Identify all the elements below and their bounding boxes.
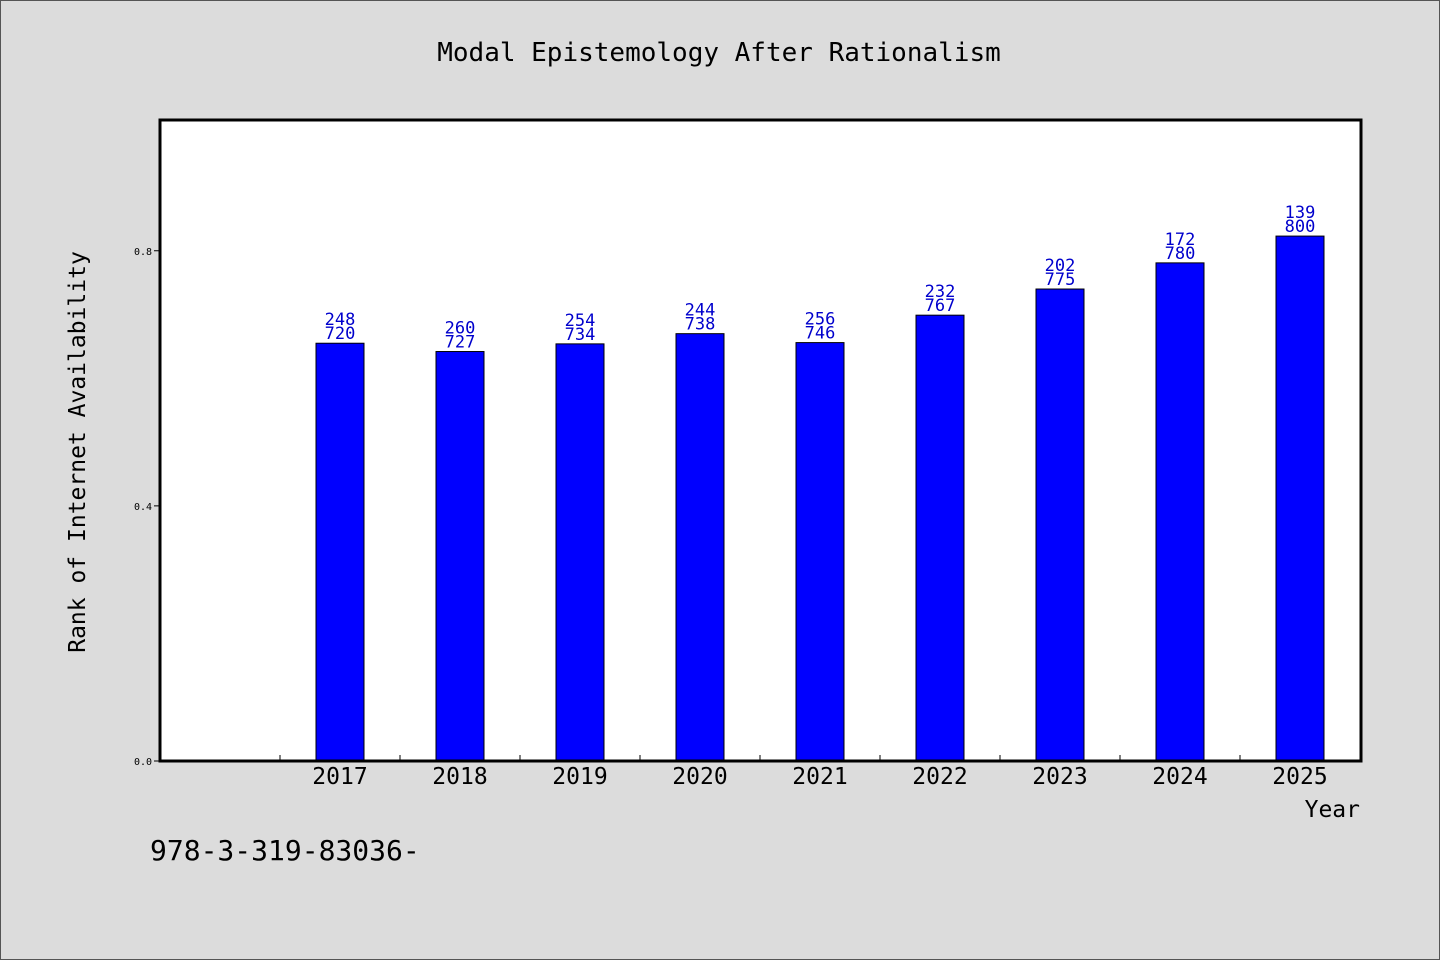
- chart-title: Modal Epistemology After Rationalism: [437, 38, 1001, 68]
- bar-label-bottom-2021: 746: [805, 324, 836, 344]
- y-tick-label-0.8: 0.8: [134, 247, 152, 258]
- bar-2017: [315, 342, 365, 762]
- bar-2021: [795, 342, 845, 762]
- plot-border: [158, 118, 1363, 763]
- x-tick-label-2022: 2022: [912, 764, 967, 790]
- bar-2018: [435, 351, 485, 762]
- x-tick-label-2018: 2018: [432, 764, 487, 790]
- x-tick-label-2024: 2024: [1152, 764, 1207, 790]
- bar-label-top-2019: 254: [565, 311, 596, 331]
- y-axis-label: Rank of Internet Availability: [65, 251, 91, 653]
- bar-label-top-2018: 260: [445, 319, 476, 339]
- bar-label-bottom-2019: 734: [565, 325, 596, 345]
- x-tick-label-2019: 2019: [552, 764, 607, 790]
- x-tick-label-2021: 2021: [792, 764, 847, 790]
- bar-2020: [675, 333, 725, 762]
- bar-label-bottom-2018: 727: [445, 333, 476, 353]
- x-tick-label-2020: 2020: [672, 764, 727, 790]
- bar-label-top-2017: 248: [325, 310, 356, 330]
- bar-label-bottom-2017: 720: [325, 324, 356, 344]
- bar-label-bottom-2024: 780: [1165, 244, 1196, 264]
- bar-2023: [1035, 288, 1085, 762]
- bar-label-top-2023: 202: [1045, 256, 1076, 276]
- bar-label-bottom-2023: 775: [1045, 270, 1076, 290]
- y-tick-label-0.0: 0.0: [134, 757, 152, 768]
- y-tick-label-0.4: 0.4: [134, 502, 152, 513]
- bar-label-top-2021: 256: [805, 310, 836, 330]
- x-tick-label-2025: 2025: [1272, 764, 1327, 790]
- x-axis-label: Year: [1305, 797, 1360, 823]
- bar-label-top-2024: 172: [1165, 230, 1196, 250]
- x-ticks-group: 2017 2018 2019 2020 2021 2022 2023 2024 2025: [279, 755, 1361, 790]
- bar-label-bottom-2022: 767: [925, 296, 956, 316]
- bar-label-top-2020: 244: [685, 301, 716, 321]
- bars-group: [315, 235, 1325, 762]
- bar-2024: [1155, 262, 1205, 762]
- bar-2019: [555, 343, 605, 762]
- x-tick-label-2023: 2023: [1032, 764, 1087, 790]
- x-tick-label-2017: 2017: [312, 764, 367, 790]
- bar-label-bottom-2020: 738: [685, 315, 716, 335]
- y-ticks-group: 0.0 0.4 0.8: [134, 247, 160, 768]
- isbn-text: 978-3-319-83036-: [150, 834, 420, 867]
- bar-label-bottom-2025: 800: [1285, 217, 1316, 237]
- bar-2022: [915, 314, 965, 762]
- bar-2025: [1275, 235, 1325, 762]
- bar-label-top-2022: 232: [925, 282, 956, 302]
- bar-label-top-2025: 139: [1285, 203, 1316, 223]
